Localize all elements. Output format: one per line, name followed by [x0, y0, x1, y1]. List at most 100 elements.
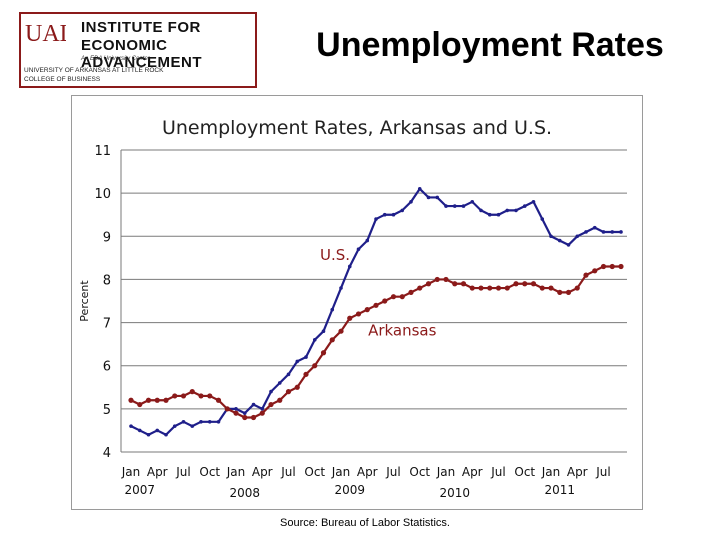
data-point [548, 285, 554, 291]
data-point [277, 397, 283, 403]
data-point [260, 407, 265, 411]
data-point [505, 208, 510, 213]
data-point [539, 285, 545, 291]
data-point [609, 263, 615, 270]
data-point [269, 389, 273, 394]
data-point [312, 338, 317, 342]
unemployment-line-chart: Unemployment Rates, Arkansas and U.S. 4 5 6… [78, 117, 627, 500]
data-point [478, 285, 484, 291]
series-line-us [130, 187, 621, 437]
data-point [259, 410, 265, 416]
data-point [189, 389, 195, 395]
x-tick-label: Apr [357, 465, 378, 479]
data-point [390, 294, 397, 300]
data-point [513, 281, 519, 287]
x-tick-label: Apr [252, 465, 273, 479]
data-point [242, 411, 247, 415]
data-point [164, 432, 168, 437]
x-year-label: 2009 [334, 483, 365, 497]
data-point [444, 204, 448, 208]
x-tick-label: Apr [567, 465, 588, 479]
source-note: Source: Bureau of Labor Statistics. [280, 517, 450, 529]
data-point [233, 410, 239, 416]
data-point [320, 350, 327, 356]
data-point [461, 204, 466, 208]
data-point [303, 371, 309, 377]
data-point [129, 424, 133, 428]
data-point [522, 281, 528, 287]
data-point [242, 414, 248, 421]
data-point [549, 234, 553, 239]
data-point [155, 428, 160, 433]
data-point [172, 393, 178, 399]
x-tick-label: Apr [462, 465, 483, 479]
data-point [198, 393, 204, 399]
data-point [347, 264, 352, 269]
x-year-label: 2010 [439, 486, 470, 500]
data-point [312, 363, 318, 369]
x-tick-label: Jul [280, 465, 295, 479]
y-tick-label: 7 [103, 317, 111, 332]
data-point [137, 401, 143, 408]
data-point [566, 243, 571, 247]
data-point [557, 238, 562, 243]
data-point [443, 276, 449, 283]
data-point [409, 199, 413, 204]
logo-text-line2: ECONOMIC ADVANCEMENT [81, 37, 203, 71]
y-tick-label: 11 [94, 144, 111, 159]
y-tick-label: 8 [103, 273, 111, 288]
data-point [417, 187, 422, 191]
data-point [365, 238, 370, 243]
data-point [356, 247, 361, 252]
data-point [618, 263, 624, 270]
data-point [181, 420, 186, 424]
data-point [426, 195, 431, 200]
data-point [540, 217, 545, 221]
data-point [487, 285, 493, 291]
data-point [285, 389, 292, 395]
data-point [339, 286, 343, 290]
data-point [619, 230, 623, 234]
data-point [180, 393, 187, 399]
data-point [495, 285, 502, 291]
y-tick-label: 9 [103, 230, 111, 245]
x-year-label: 2011 [544, 483, 575, 497]
data-point [504, 285, 510, 291]
data-point [600, 263, 607, 270]
data-point [373, 302, 379, 308]
data-point [304, 355, 308, 359]
x-tick-label: Jul [595, 465, 610, 479]
data-point [460, 281, 467, 287]
data-point [417, 285, 423, 291]
data-point [215, 397, 222, 403]
data-point [592, 225, 597, 230]
x-tick-label: Oct [514, 465, 535, 479]
data-point [601, 230, 606, 234]
x-tick-label: Jul [385, 465, 400, 479]
x-tick-label: Jan [541, 465, 561, 479]
data-point [583, 272, 589, 278]
data-point [408, 289, 414, 295]
data-point [469, 285, 475, 291]
data-point [531, 199, 536, 204]
x-tick-label: Apr [147, 465, 168, 479]
x-tick-label: Oct [409, 465, 430, 479]
data-point [250, 414, 257, 421]
data-point [487, 212, 492, 217]
data-point [216, 420, 221, 424]
x-tick-label: Jan [121, 465, 141, 479]
data-point [382, 212, 387, 217]
x-year-label: 2007 [124, 483, 155, 497]
data-point [268, 401, 274, 408]
data-point [584, 230, 588, 234]
data-point [574, 285, 580, 291]
data-point [435, 195, 440, 200]
data-point [224, 406, 230, 412]
logo-text-line1: INSTITUTE FOR [81, 19, 201, 36]
chart-frame: Unemployment Rates, Arkansas and U.S. 4 5 6… [71, 95, 643, 510]
data-point [425, 281, 432, 287]
data-point [610, 230, 615, 234]
y-tick-label: 5 [103, 403, 111, 418]
x-tick-label: Jul [175, 465, 190, 479]
data-point [514, 208, 518, 213]
